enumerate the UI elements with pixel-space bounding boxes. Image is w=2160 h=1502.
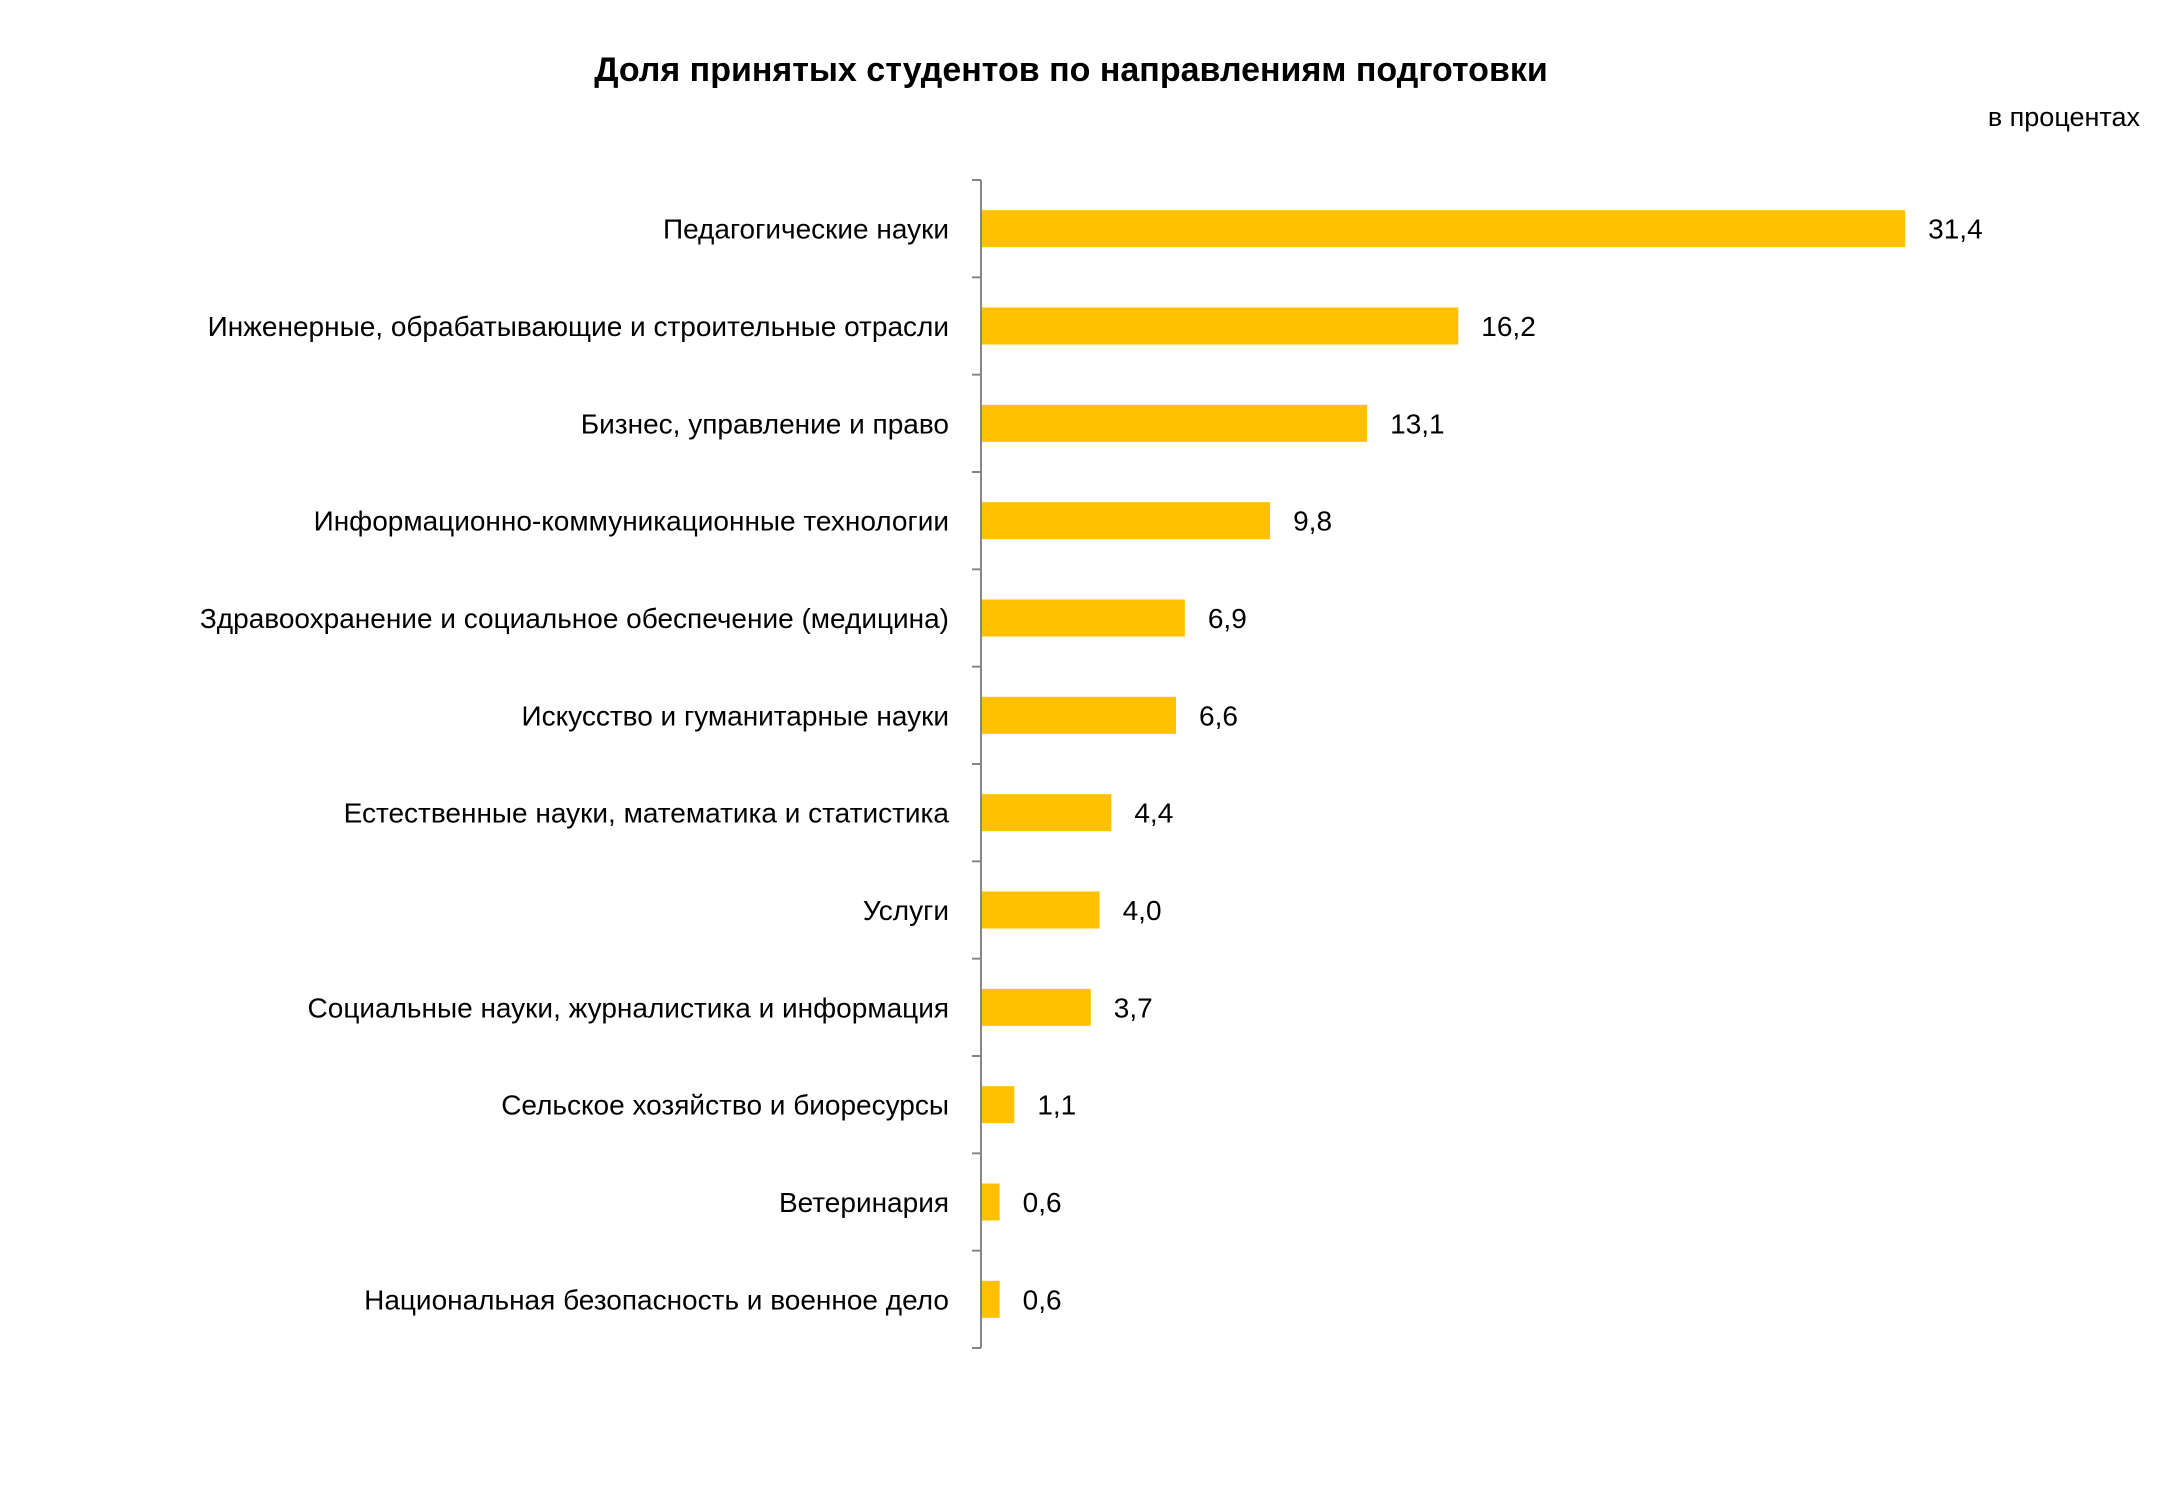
data-label: 0,6 <box>1023 1187 1062 1218</box>
data-label: 4,0 <box>1123 895 1162 926</box>
data-label: 0,6 <box>1023 1284 1062 1315</box>
bar <box>982 794 1112 832</box>
bar <box>982 1183 1000 1221</box>
unit-label: в процентах <box>1988 102 2141 132</box>
data-label: 31,4 <box>1928 214 1983 245</box>
chart-title: Доля принятых студентов по направлениям … <box>594 51 1548 89</box>
category-label: Услуги <box>863 895 949 926</box>
category-label: Искусство и гуманитарные науки <box>521 700 949 731</box>
data-label: 3,7 <box>1114 992 1153 1023</box>
bar <box>982 696 1177 734</box>
data-label: 16,2 <box>1481 311 1536 342</box>
category-label: Сельское хозяйство и биоресурсы <box>501 1090 949 1121</box>
data-label: 1,1 <box>1037 1090 1076 1121</box>
bar <box>982 1280 1000 1318</box>
bar <box>982 404 1368 442</box>
category-label: Здравоохранение и социальное обеспечение… <box>200 603 949 634</box>
category-label: Естественные науки, математика и статист… <box>344 798 950 829</box>
data-label: 6,9 <box>1208 603 1247 634</box>
category-label: Информационно-коммуникационные технологи… <box>314 506 949 537</box>
bar <box>982 210 1906 248</box>
data-label: 4,4 <box>1134 798 1173 829</box>
category-label: Национальная безопасность и военное дело <box>364 1284 949 1315</box>
bar <box>982 891 1100 929</box>
bar <box>982 502 1271 540</box>
category-label: Инженерные, обрабатывающие и строительны… <box>208 311 949 342</box>
category-label: Ветеринария <box>779 1187 949 1218</box>
data-label: 9,8 <box>1293 506 1332 537</box>
category-label: Педагогические науки <box>663 214 949 245</box>
bar <box>982 1086 1015 1124</box>
category-label: Бизнес, управление и право <box>581 408 949 439</box>
bar <box>982 599 1185 637</box>
category-label: Социальные науки, журналистика и информа… <box>308 992 949 1023</box>
bar <box>982 988 1091 1026</box>
bar <box>982 307 1459 345</box>
data-label: 13,1 <box>1390 408 1445 439</box>
data-label: 6,6 <box>1199 700 1238 731</box>
